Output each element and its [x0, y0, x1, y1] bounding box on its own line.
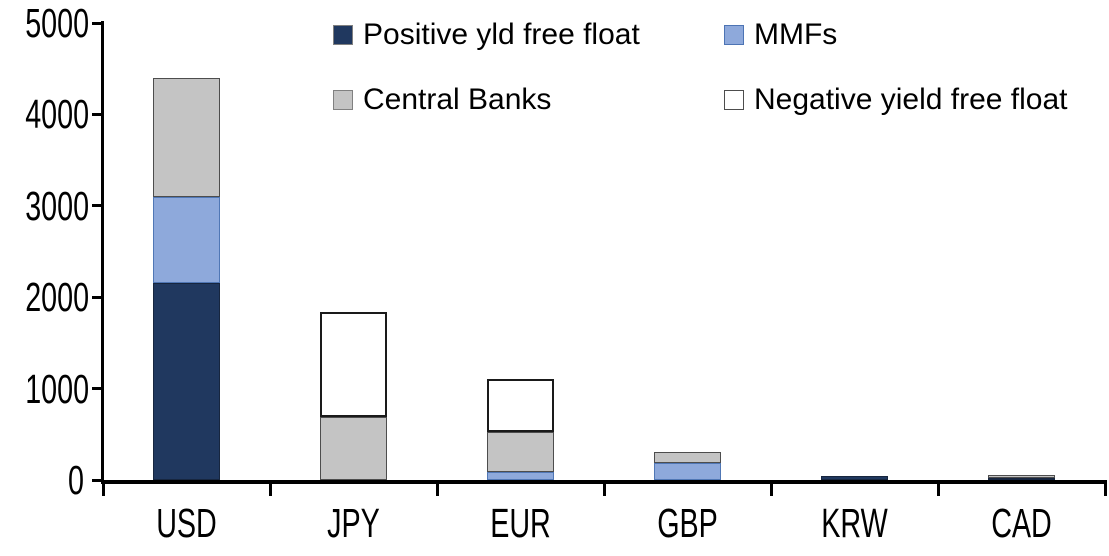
x-axis-label-gbp: GBP	[657, 500, 718, 546]
y-axis-tick-label: 2000	[25, 274, 90, 321]
x-axis-label-cad: CAD	[991, 500, 1052, 546]
x-axis-tick	[936, 480, 940, 496]
x-axis-label-usd: USD	[156, 500, 217, 546]
bar-segment-cad-series-0	[988, 477, 1055, 480]
x-axis-tick	[769, 480, 773, 496]
y-axis-tick	[92, 295, 102, 299]
y-axis-tick-label: 3000	[25, 182, 90, 229]
bar-segment-krw-series-0	[821, 476, 888, 480]
legend-swatch-series-0	[333, 25, 353, 45]
y-axis-tick	[92, 478, 102, 482]
y-axis-tick-label: 5000	[25, 0, 90, 46]
legend-item-series-1: MMFs	[724, 17, 837, 53]
x-axis-tick	[101, 480, 105, 496]
bar-segment-jpy-series-2	[320, 416, 387, 480]
y-axis-tick-label: 0	[68, 457, 84, 503]
y-axis-tick	[92, 21, 102, 25]
x-axis-tick	[435, 480, 439, 496]
legend-label-series-1: MMFs	[754, 18, 838, 51]
legend-item-series-0: Positive yld free float	[333, 17, 640, 53]
legend-swatch-series-3	[724, 90, 744, 110]
y-axis-tick	[92, 387, 102, 391]
x-axis-tick	[268, 480, 272, 496]
legend-item-series-3: Negative yield free float	[724, 82, 1068, 118]
legend-item-series-2: Central Banks	[333, 82, 551, 118]
legend-label-series-2: Central Banks	[363, 83, 552, 116]
legend-label-series-3: Negative yield free float	[754, 83, 1068, 116]
bar-segment-gbp-series-2	[654, 451, 721, 463]
bar-segment-usd-series-2	[153, 77, 220, 197]
bar-segment-gbp-series-1	[654, 462, 721, 480]
legend-swatch-series-2	[333, 90, 353, 110]
legend-label-series-0: Positive yld free float	[363, 18, 640, 51]
bar-segment-usd-series-0	[153, 283, 220, 480]
bar-segment-cad-series-2	[988, 474, 1055, 478]
x-axis-label-krw: KRW	[821, 500, 888, 546]
x-axis-label-jpy: JPY	[327, 500, 380, 546]
y-axis-tick-label: 4000	[25, 91, 90, 138]
x-axis-tick	[602, 480, 606, 496]
y-axis-tick	[92, 112, 102, 116]
bar-segment-eur-series-2	[487, 432, 554, 472]
bar-segment-usd-series-1	[153, 196, 220, 284]
x-axis-tick	[1103, 480, 1107, 496]
x-axis-label-eur: EUR	[490, 500, 551, 546]
bar-segment-eur-series-1	[487, 471, 554, 480]
y-axis-tick-label: 1000	[25, 365, 90, 412]
legend-swatch-series-1	[724, 25, 744, 45]
bar-segment-jpy-series-3	[320, 311, 387, 417]
bar-segment-eur-series-3	[487, 379, 554, 433]
y-axis-line	[101, 21, 104, 484]
y-axis-tick	[92, 204, 102, 208]
